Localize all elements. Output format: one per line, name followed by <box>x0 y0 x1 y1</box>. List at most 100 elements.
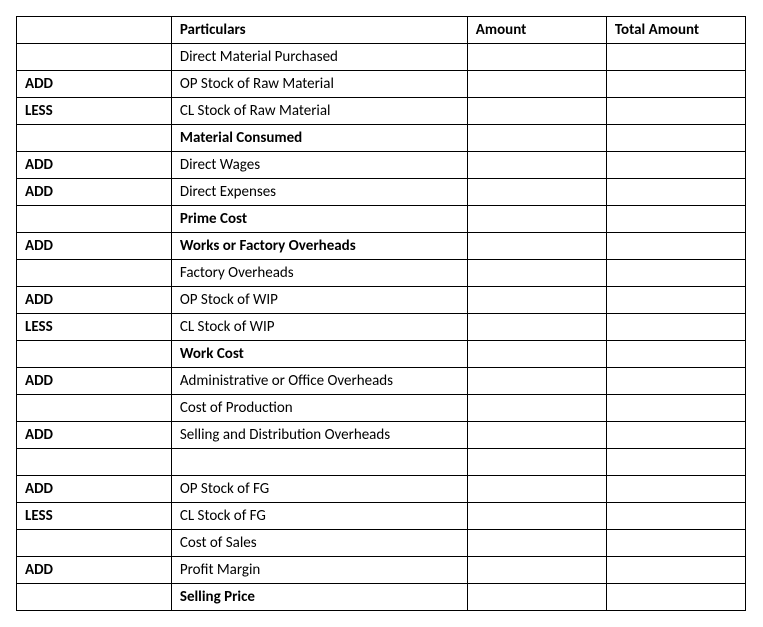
header-amount: Amount <box>467 17 606 44</box>
cell-particulars: Work Cost <box>171 341 467 368</box>
cell-total-amount <box>606 125 745 152</box>
cell-total-amount <box>606 557 745 584</box>
cell-amount <box>467 179 606 206</box>
cell-total-amount <box>606 395 745 422</box>
cell-amount <box>467 260 606 287</box>
cell-operation: ADD <box>17 287 172 314</box>
cell-operation: LESS <box>17 503 172 530</box>
cell-operation: LESS <box>17 314 172 341</box>
table-row: Material Consumed <box>17 125 746 152</box>
cell-total-amount <box>606 422 745 449</box>
table-row: Prime Cost <box>17 206 746 233</box>
cell-particulars: Selling Price <box>171 584 467 611</box>
table-row: Selling Price <box>17 584 746 611</box>
table-row: LESSCL Stock of Raw Material <box>17 98 746 125</box>
cell-particulars: Factory Overheads <box>171 260 467 287</box>
cell-operation: ADD <box>17 71 172 98</box>
cell-amount <box>467 530 606 557</box>
cell-total-amount <box>606 503 745 530</box>
cell-total-amount <box>606 476 745 503</box>
cell-amount <box>467 233 606 260</box>
table-row: Cost of Production <box>17 395 746 422</box>
cell-particulars: Direct Expenses <box>171 179 467 206</box>
cell-operation: ADD <box>17 179 172 206</box>
table-row: LESSCL Stock of FG <box>17 503 746 530</box>
cell-operation: ADD <box>17 152 172 179</box>
cell-amount <box>467 341 606 368</box>
table-row: ADDProfit Margin <box>17 557 746 584</box>
header-row: Particulars Amount Total Amount <box>17 17 746 44</box>
cell-amount <box>467 368 606 395</box>
table-row: ADDAdministrative or Office Overheads <box>17 368 746 395</box>
cell-amount <box>467 557 606 584</box>
cell-total-amount <box>606 71 745 98</box>
table-body: Direct Material PurchasedADDOP Stock of … <box>17 44 746 611</box>
cell-amount <box>467 422 606 449</box>
cell-operation: ADD <box>17 557 172 584</box>
cell-total-amount <box>606 368 745 395</box>
table-row: ADDOP Stock of WIP <box>17 287 746 314</box>
header-total: Total Amount <box>606 17 745 44</box>
cell-operation <box>17 341 172 368</box>
cell-amount <box>467 395 606 422</box>
table-row: LESSCL Stock of WIP <box>17 314 746 341</box>
table-row <box>17 449 746 476</box>
cell-operation: ADD <box>17 368 172 395</box>
cell-operation <box>17 395 172 422</box>
cell-operation: ADD <box>17 233 172 260</box>
table-row: Work Cost <box>17 341 746 368</box>
cell-particulars: Works or Factory Overheads <box>171 233 467 260</box>
cell-amount <box>467 449 606 476</box>
cell-particulars: Cost of Production <box>171 395 467 422</box>
cell-operation <box>17 449 172 476</box>
table-row: ADDSelling and Distribution Overheads <box>17 422 746 449</box>
table-row: ADDDirect Wages <box>17 152 746 179</box>
cell-amount <box>467 503 606 530</box>
header-particulars: Particulars <box>171 17 467 44</box>
cell-particulars: Direct Material Purchased <box>171 44 467 71</box>
table-row: ADDWorks or Factory Overheads <box>17 233 746 260</box>
cell-particulars: CL Stock of FG <box>171 503 467 530</box>
cell-total-amount <box>606 98 745 125</box>
cell-operation <box>17 206 172 233</box>
cell-operation <box>17 584 172 611</box>
cell-operation <box>17 260 172 287</box>
cell-total-amount <box>606 152 745 179</box>
cell-particulars: Administrative or Office Overheads <box>171 368 467 395</box>
table-row: ADDOP Stock of FG <box>17 476 746 503</box>
cell-amount <box>467 71 606 98</box>
cell-particulars: Profit Margin <box>171 557 467 584</box>
cell-total-amount <box>606 341 745 368</box>
cell-amount <box>467 584 606 611</box>
cell-particulars: Selling and Distribution Overheads <box>171 422 467 449</box>
table-row: ADDDirect Expenses <box>17 179 746 206</box>
cell-operation <box>17 125 172 152</box>
cell-total-amount <box>606 287 745 314</box>
header-operation <box>17 17 172 44</box>
cell-total-amount <box>606 260 745 287</box>
cell-particulars: Material Consumed <box>171 125 467 152</box>
table-row: Direct Material Purchased <box>17 44 746 71</box>
cell-total-amount <box>606 44 745 71</box>
cell-particulars: CL Stock of Raw Material <box>171 98 467 125</box>
cell-total-amount <box>606 530 745 557</box>
table-row: Cost of Sales <box>17 530 746 557</box>
cell-operation: LESS <box>17 98 172 125</box>
cell-particulars: OP Stock of FG <box>171 476 467 503</box>
cell-amount <box>467 44 606 71</box>
cell-operation: ADD <box>17 422 172 449</box>
cell-operation <box>17 530 172 557</box>
cell-amount <box>467 476 606 503</box>
cell-particulars: CL Stock of WIP <box>171 314 467 341</box>
cell-amount <box>467 287 606 314</box>
cell-total-amount <box>606 206 745 233</box>
cell-particulars: OP Stock of Raw Material <box>171 71 467 98</box>
cell-amount <box>467 206 606 233</box>
cell-amount <box>467 152 606 179</box>
table-row: Factory Overheads <box>17 260 746 287</box>
cost-sheet-table: Particulars Amount Total Amount Direct M… <box>16 16 746 611</box>
cell-particulars: OP Stock of WIP <box>171 287 467 314</box>
table-row: ADDOP Stock of Raw Material <box>17 71 746 98</box>
cell-total-amount <box>606 449 745 476</box>
cell-particulars: Direct Wages <box>171 152 467 179</box>
